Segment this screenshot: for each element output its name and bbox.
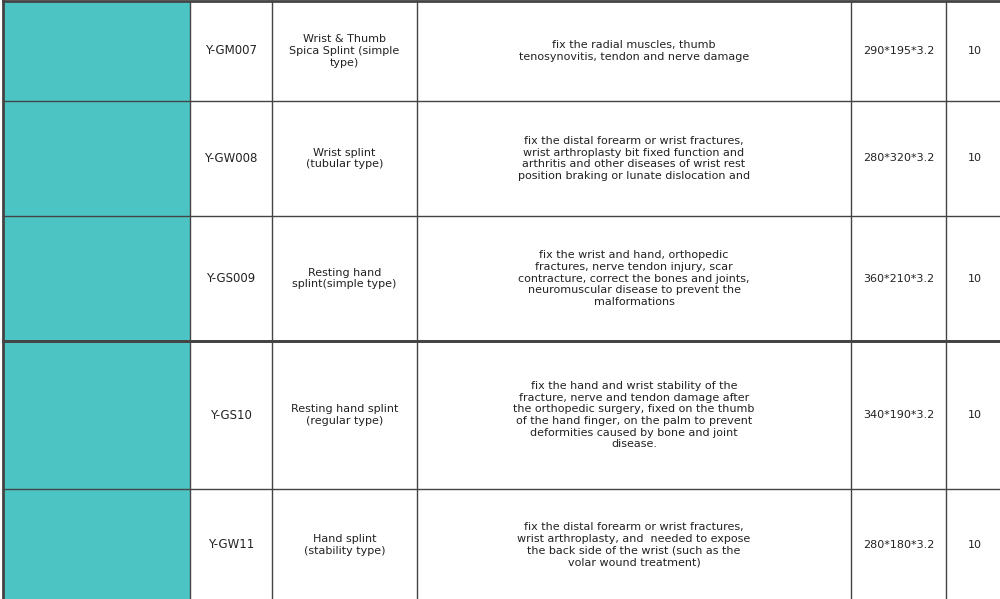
Text: 280*180*3.2: 280*180*3.2 [863,540,934,550]
Bar [417,216,851,341]
Text: fix the hand and wrist stability of the
fracture, nerve and tendon damage after
: fix the hand and wrist stability of the … [513,381,755,449]
Text: 360*210*3.2: 360*210*3.2 [863,274,934,283]
Text: Resting hand
splint(simple type): Resting hand splint(simple type) [292,268,397,289]
Text: fix the distal forearm or wrist fractures,
wrist arthroplasty, and  needed to ex: fix the distal forearm or wrist fracture… [517,522,751,567]
Text: Resting hand splint
(regular type): Resting hand splint (regular type) [291,404,398,426]
Text: Y-GS10: Y-GS10 [210,409,252,422]
Text: 290*195*3.2: 290*195*3.2 [863,46,934,56]
Bar [417,1,851,101]
Bar [3,216,190,341]
Bar [851,1,946,101]
Bar [946,341,1000,489]
Bar [946,1,1000,101]
Text: Y-GW11: Y-GW11 [208,539,254,551]
Text: Wrist & Thumb
Spica Splint (simple
type): Wrist & Thumb Spica Splint (simple type) [289,34,400,68]
Bar [190,489,272,599]
Bar [851,216,946,341]
Bar [417,101,851,216]
Text: fix the radial muscles, thumb
tenosynovitis, tendon and nerve damage: fix the radial muscles, thumb tenosynovi… [519,40,749,62]
Bar [190,101,272,216]
Text: 10: 10 [967,410,981,420]
Text: Hand splint
(stability type): Hand splint (stability type) [304,534,385,556]
Bar [946,216,1000,341]
Bar [851,101,946,216]
Text: Y-GM007: Y-GM007 [205,44,257,58]
Text: 10: 10 [967,540,981,550]
Text: 10: 10 [967,46,981,56]
Bar [272,216,417,341]
Bar [3,101,190,216]
Text: 10: 10 [967,153,981,164]
Bar [3,489,190,599]
Text: Wrist splint
(tubular type): Wrist splint (tubular type) [306,147,383,170]
Text: 280*320*3.2: 280*320*3.2 [863,153,934,164]
Bar [946,489,1000,599]
Bar [190,341,272,489]
Text: fix the wrist and hand, orthopedic
fractures, nerve tendon injury, scar
contract: fix the wrist and hand, orthopedic fract… [518,250,750,307]
Bar [272,101,417,216]
Bar [272,341,417,489]
Bar [851,489,946,599]
Bar [851,341,946,489]
Bar [417,489,851,599]
Bar [190,1,272,101]
Text: Y-GS009: Y-GS009 [206,272,256,285]
Bar [272,489,417,599]
Text: 340*190*3.2: 340*190*3.2 [863,410,934,420]
Bar [190,216,272,341]
Bar [417,341,851,489]
Text: Y-GW008: Y-GW008 [204,152,258,165]
Text: 10: 10 [967,274,981,283]
Bar [272,1,417,101]
Bar [3,341,190,489]
Bar [3,1,190,101]
Bar [946,101,1000,216]
Text: fix the distal forearm or wrist fractures,
wrist arthroplasty bit fixed function: fix the distal forearm or wrist fracture… [518,136,750,181]
